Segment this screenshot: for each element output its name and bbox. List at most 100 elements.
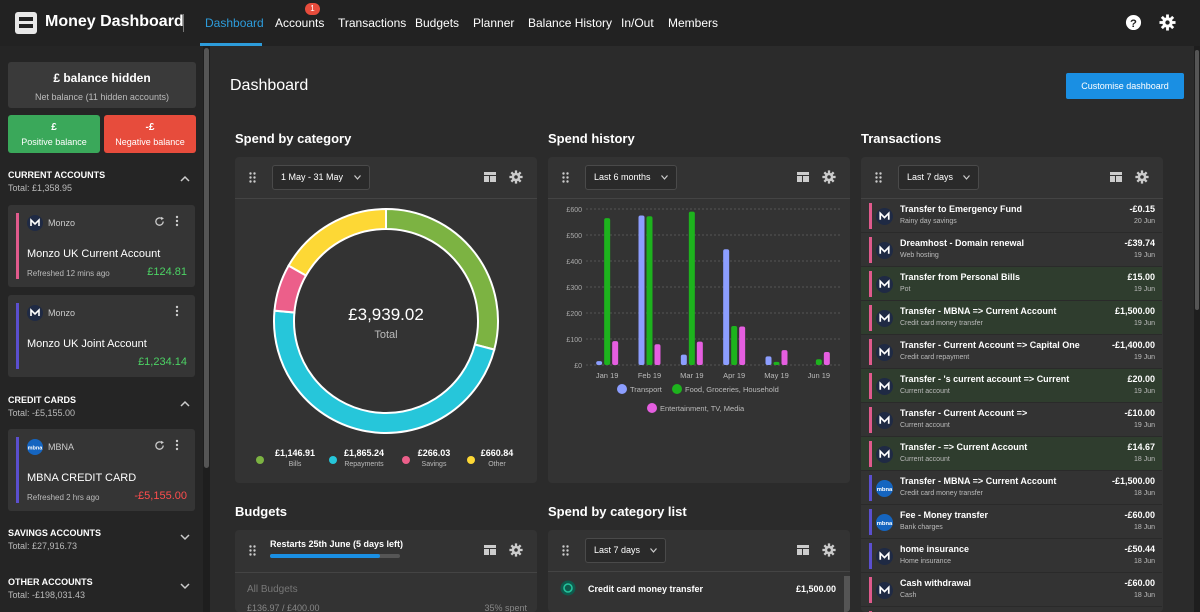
- bar-may-19-s2[interactable]: [781, 350, 788, 365]
- bar-feb-19-s1[interactable]: [646, 216, 653, 365]
- section-credit-cards[interactable]: CREDIT CARDS: [8, 395, 77, 405]
- account-card-monzo-current[interactable]: Monzo Monzo UK Current Account Refreshed…: [8, 205, 195, 287]
- bar-mar-19-s1[interactable]: [688, 211, 695, 365]
- bar-apr-19-s2[interactable]: [739, 326, 746, 365]
- main-scrollbar[interactable]: [1194, 46, 1200, 612]
- section-savings-accounts[interactable]: SAVINGS ACCOUNTS: [8, 528, 102, 538]
- widget-settings-gear-icon[interactable]: [822, 170, 836, 184]
- customise-dashboard-button[interactable]: Customise dashboard: [1066, 73, 1184, 99]
- app-logo-icon[interactable]: [15, 12, 37, 34]
- layout-icon[interactable]: [1110, 171, 1122, 183]
- drag-handle-icon[interactable]: [249, 172, 256, 183]
- more-options-icon[interactable]: [174, 439, 180, 451]
- transaction-row[interactable]: Transfer - Current Account => Capital On…: [861, 335, 1162, 369]
- bar-jun-19-s1[interactable]: [815, 359, 822, 365]
- more-options-icon[interactable]: [174, 215, 180, 227]
- main-scroll-thumb[interactable]: [1195, 50, 1199, 310]
- transaction-row[interactable]: Transfer from Personal Bills Pot £15.00 19 …: [861, 267, 1162, 301]
- more-options-icon[interactable]: [174, 305, 180, 317]
- drag-handle-icon[interactable]: [562, 172, 569, 183]
- layout-icon[interactable]: [484, 171, 496, 183]
- transaction-row[interactable]: Transfer - Current Account => Current acc…: [861, 403, 1162, 437]
- bar-jun-19-s2[interactable]: [823, 352, 830, 365]
- y-tick-label: £200: [566, 311, 582, 318]
- section-other-accounts[interactable]: OTHER ACCOUNTS: [8, 577, 93, 587]
- bar-jan-19-s2[interactable]: [612, 341, 619, 365]
- positive-balance-button[interactable]: £ Positive balance: [8, 115, 100, 153]
- transactions-widget: Last 7 days Transfer to Emergency Fund Ra…: [861, 157, 1163, 612]
- bar-mar-19-s2[interactable]: [696, 341, 703, 365]
- negative-symbol: -£: [145, 122, 155, 133]
- bar-feb-19-s2[interactable]: [654, 344, 661, 365]
- help-icon[interactable]: ?: [1125, 14, 1142, 31]
- sidebar-scrollbar[interactable]: [203, 46, 210, 612]
- widget-header: Last 7 days: [861, 157, 1163, 199]
- drag-handle-icon[interactable]: [249, 545, 256, 556]
- bar-mar-19-s0[interactable]: [680, 354, 687, 365]
- layout-icon[interactable]: [797, 171, 809, 183]
- account-color-stripe: [16, 213, 19, 279]
- account-card-mbna[interactable]: mbna MBNA MBNA CREDIT CARD Refreshed 2 h…: [8, 429, 195, 511]
- bar-jan-19-s1[interactable]: [604, 218, 611, 365]
- negative-balance-button[interactable]: -£ Negative balance: [104, 115, 196, 153]
- widget-settings-gear-icon[interactable]: [509, 543, 523, 557]
- app-title[interactable]: Money Dashboard: [45, 13, 184, 30]
- all-budgets-label[interactable]: All Budgets: [247, 584, 298, 595]
- tab-budgets[interactable]: Budgets: [415, 16, 460, 30]
- tab-planner[interactable]: Planner: [473, 16, 515, 30]
- accounts-badge: 1: [305, 3, 320, 15]
- transaction-category: Cash: [900, 592, 917, 599]
- legend-dot-series-1: [672, 384, 682, 394]
- widget-settings-gear-icon[interactable]: [1135, 170, 1149, 184]
- transaction-row[interactable]: Cash withdrawal Cash -£60.00 18 Jun: [861, 573, 1162, 607]
- transaction-row[interactable]: mbna Transfer - MBNA => Current Account Cr…: [861, 471, 1162, 505]
- transaction-row[interactable]: Transfer - 's current account => Current…: [861, 369, 1162, 403]
- tab-accounts[interactable]: Accounts: [275, 16, 325, 30]
- period-select[interactable]: Last 6 months: [585, 165, 677, 190]
- sidebar-scroll-thumb[interactable]: [204, 48, 209, 468]
- refresh-icon[interactable]: [154, 440, 165, 451]
- list-scrollbar[interactable]: [844, 576, 850, 612]
- layout-icon[interactable]: [484, 544, 496, 556]
- transaction-row[interactable]: [861, 607, 1162, 612]
- donut-slice-other[interactable]: [287, 207, 387, 277]
- refresh-icon[interactable]: [154, 216, 165, 227]
- transaction-row[interactable]: Transfer - => Current Account Current acc…: [861, 437, 1162, 471]
- tab-balance-history[interactable]: Balance History: [528, 16, 613, 30]
- widget-settings-gear-icon[interactable]: [822, 543, 836, 557]
- layout-icon[interactable]: [797, 544, 809, 556]
- bar-may-19-s1[interactable]: [773, 361, 780, 365]
- negative-label: Negative balance: [115, 137, 185, 147]
- account-card-monzo-joint[interactable]: Monzo Monzo UK Joint Account £1,234.14: [8, 295, 195, 377]
- tab-members[interactable]: Members: [668, 16, 719, 30]
- transaction-row[interactable]: Dreamhost - Domain renewal Web hosting -£3…: [861, 233, 1162, 267]
- transaction-row[interactable]: home insurance Home insurance -£50.44 18 Ju…: [861, 539, 1162, 573]
- bar-jan-19-s0[interactable]: [596, 361, 603, 365]
- chevron-up-icon[interactable]: [180, 174, 190, 184]
- settings-gear-icon[interactable]: [1159, 14, 1176, 31]
- svg-text:mbna: mbna: [28, 446, 43, 452]
- tab-in-out[interactable]: In/Out: [621, 16, 654, 30]
- drag-handle-icon[interactable]: [562, 545, 569, 556]
- spend-list-range-select[interactable]: Last 7 days: [585, 538, 666, 563]
- tab-transactions[interactable]: Transactions: [338, 16, 407, 30]
- chevron-down-icon[interactable]: [180, 532, 190, 542]
- chevron-up-icon[interactable]: [180, 399, 190, 409]
- account-balance: -£5,155.00: [134, 490, 187, 502]
- x-tick-label: Apr 19: [723, 371, 745, 380]
- section-current-accounts[interactable]: CURRENT ACCOUNTS: [8, 170, 106, 180]
- bar-feb-19-s0[interactable]: [638, 215, 645, 366]
- chevron-down-icon[interactable]: [180, 581, 190, 591]
- tab-dashboard[interactable]: Dashboard: [205, 16, 264, 30]
- date-range-select[interactable]: 1 May - 31 May: [272, 165, 370, 190]
- widget-settings-gear-icon[interactable]: [509, 170, 523, 184]
- bar-apr-19-s1[interactable]: [731, 326, 738, 365]
- transaction-row[interactable]: mbna Fee - Money transfer Bank charges -£60…: [861, 505, 1162, 539]
- transaction-row[interactable]: Transfer - MBNA => Current Account Credit…: [861, 301, 1162, 335]
- transaction-row[interactable]: Transfer to Emergency Fund Rainy day savi…: [861, 199, 1162, 233]
- drag-handle-icon[interactable]: [875, 172, 882, 183]
- bar-may-19-s0[interactable]: [765, 356, 772, 365]
- net-balance-box[interactable]: £ balance hidden Net balance (11 hidden …: [8, 62, 196, 108]
- bar-apr-19-s0[interactable]: [723, 249, 730, 365]
- transactions-range-select[interactable]: Last 7 days: [898, 165, 979, 190]
